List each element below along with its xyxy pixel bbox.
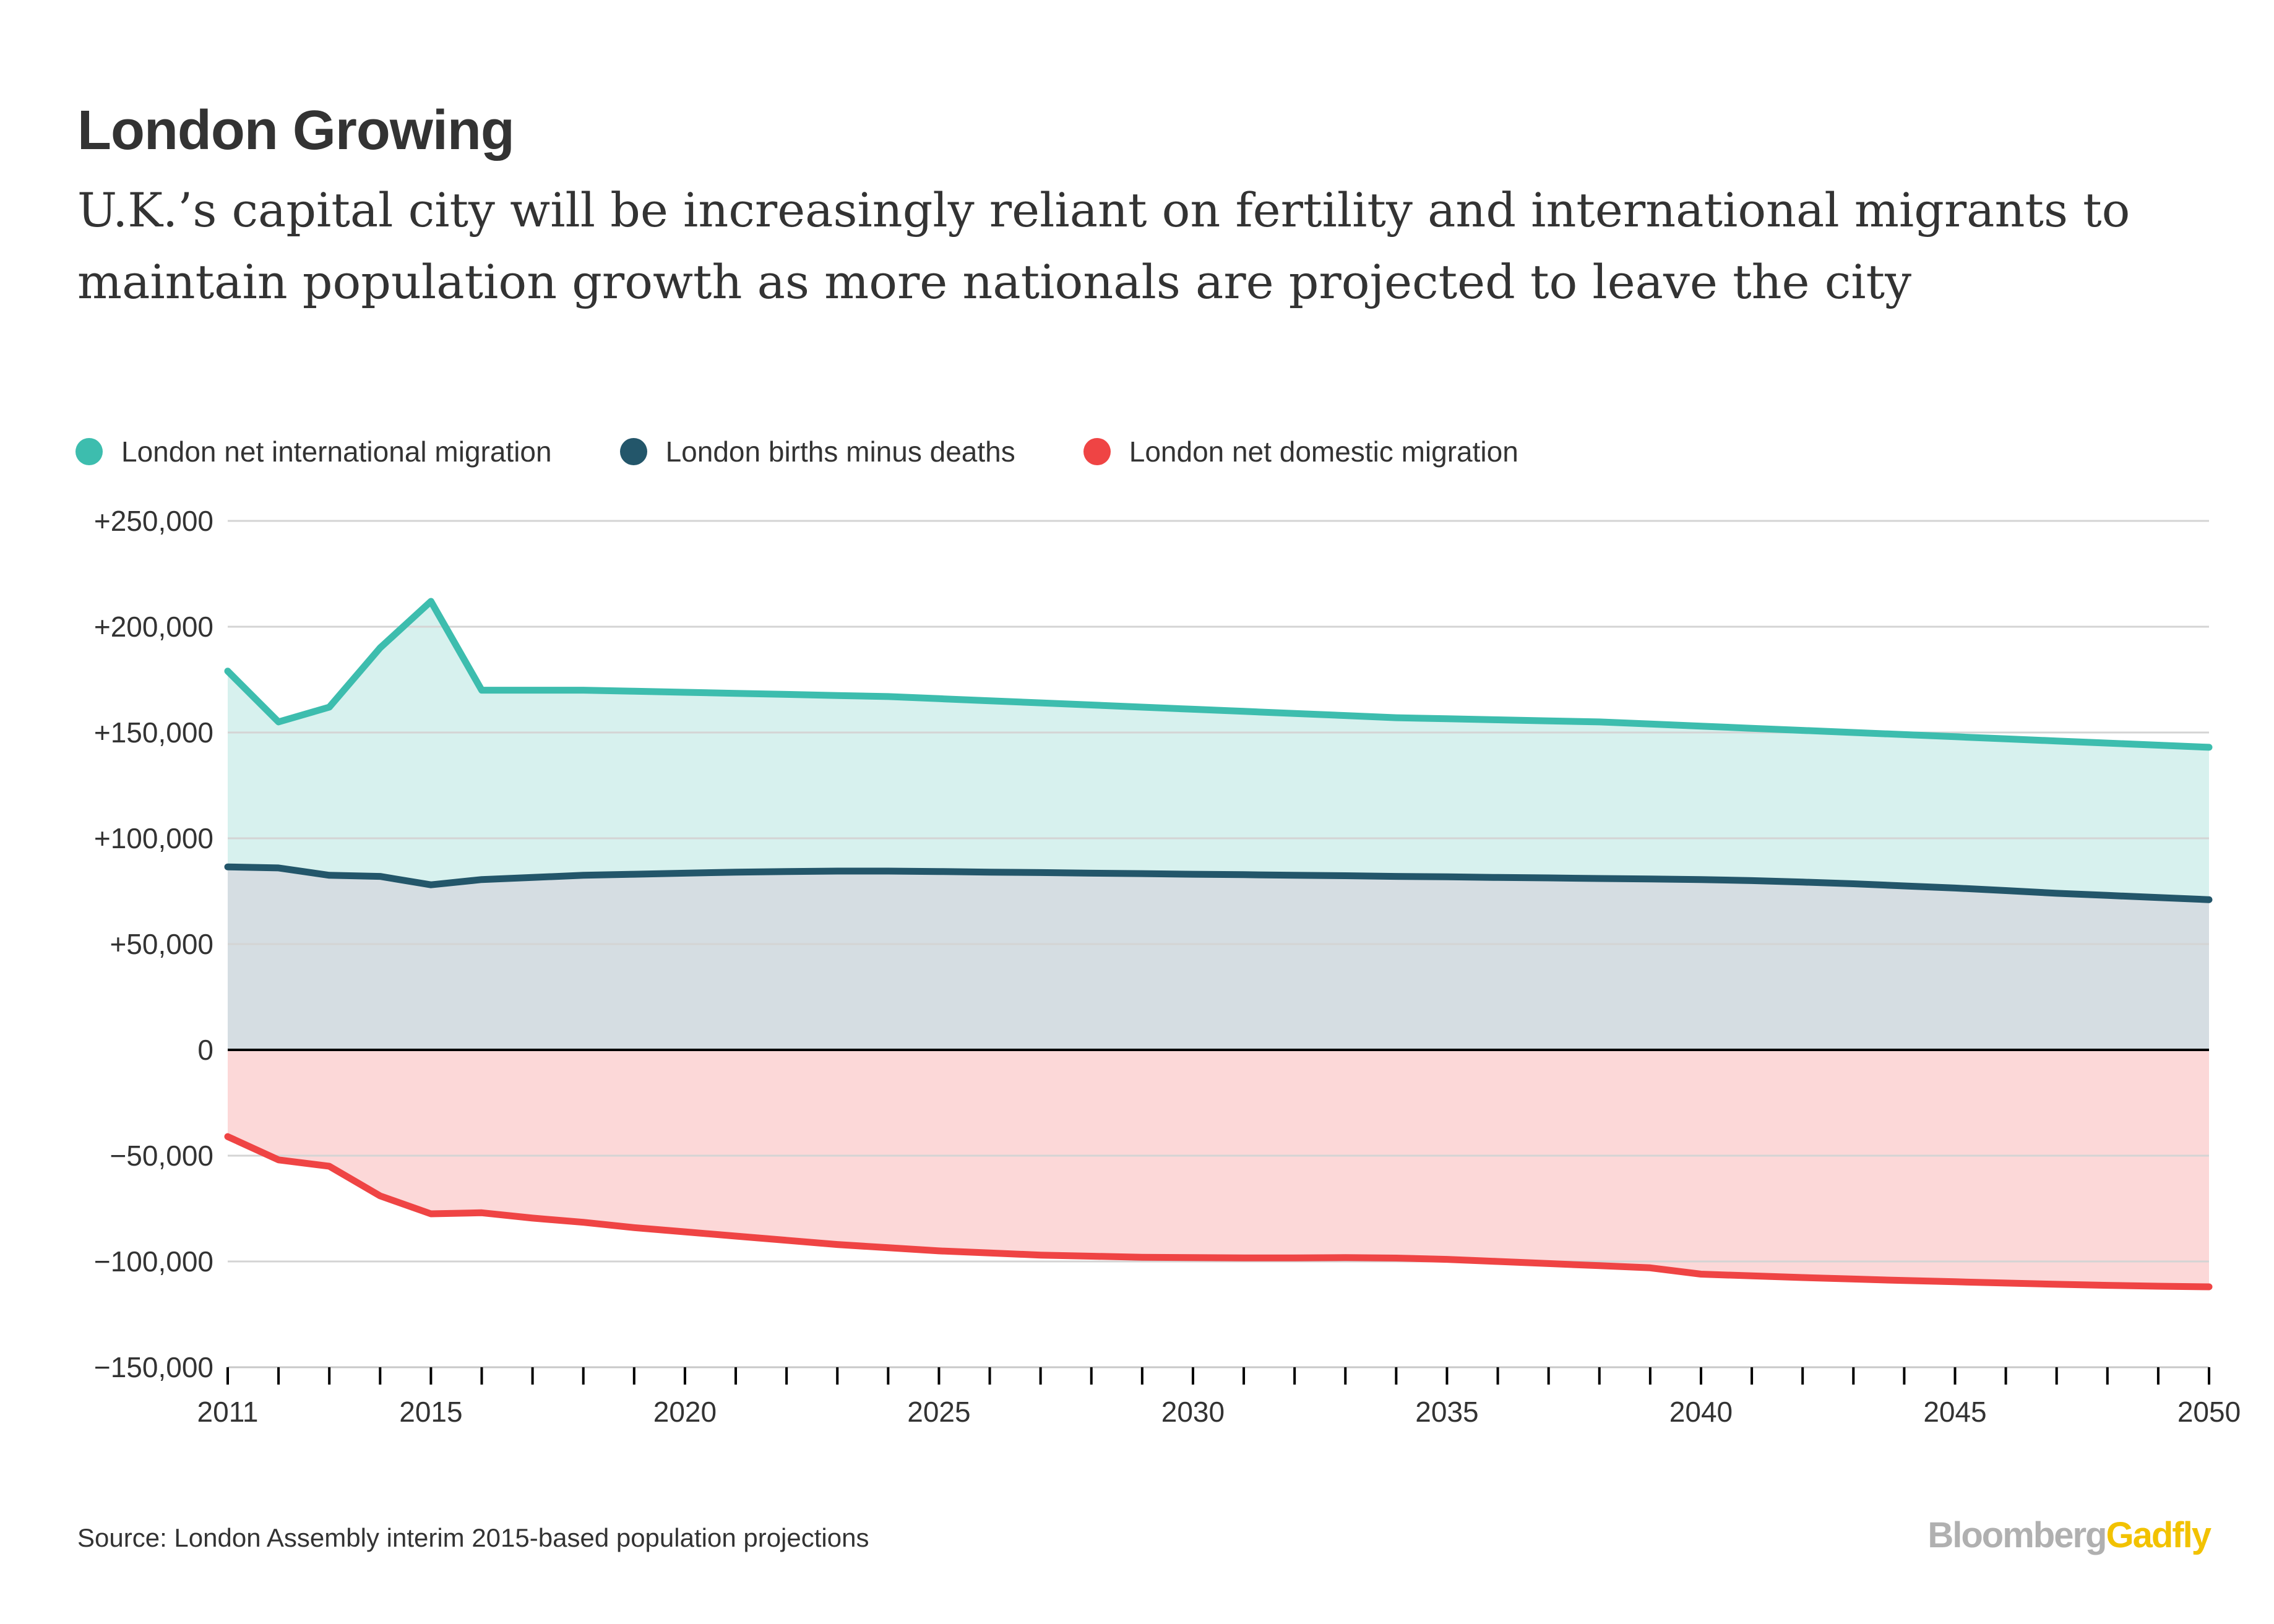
- area-births: [228, 867, 2209, 1050]
- x-tick-label: 2011: [197, 1396, 259, 1428]
- legend: London net international migration Londo…: [75, 433, 1587, 470]
- legend-dot-international: [75, 438, 103, 465]
- brand-logo: BloombergGadfly: [1927, 1514, 2212, 1556]
- y-tick-label: +250,000: [94, 505, 213, 537]
- x-tick-label: 2025: [907, 1396, 970, 1428]
- legend-label-births: London births minus deaths: [665, 436, 1015, 468]
- legend-dot-births: [619, 438, 647, 465]
- area-international: [228, 601, 2209, 900]
- y-tick-label: −100,000: [94, 1245, 213, 1278]
- legend-item-international: London net international migration: [75, 435, 552, 468]
- legend-dot-domestic: [1083, 438, 1111, 465]
- y-tick-label: +200,000: [94, 611, 213, 643]
- brand-primary: Bloomberg: [1927, 1515, 2107, 1555]
- x-tick-label: 2020: [653, 1396, 717, 1428]
- y-tick-label: +150,000: [94, 716, 213, 749]
- source-note: Source: London Assembly interim 2015-bas…: [77, 1523, 869, 1552]
- y-tick-label: +50,000: [110, 928, 213, 960]
- line-births: [224, 863, 2213, 903]
- y-tick-label: +100,000: [94, 822, 213, 854]
- legend-label-international: London net international migration: [121, 436, 552, 468]
- y-tick-label: −50,000: [110, 1140, 213, 1172]
- line-international: [224, 598, 2213, 751]
- brand-secondary: Gadfly: [2106, 1515, 2212, 1555]
- legend-label-domestic: London net domestic migration: [1129, 436, 1518, 468]
- x-tick-label: 2045: [1923, 1396, 1986, 1428]
- x-tick-label: 2015: [399, 1396, 462, 1428]
- legend-item-births: London births minus deaths: [619, 435, 1015, 468]
- legend-item-domestic: London net domestic migration: [1083, 435, 1518, 468]
- x-tick-label: 2030: [1161, 1396, 1225, 1428]
- x-tick-label: 2050: [2177, 1396, 2241, 1428]
- y-tick-label: −150,000: [94, 1351, 213, 1383]
- chart-title: London Growing: [77, 100, 515, 161]
- chart-subtitle: U.K.’s capital city will be increasingly…: [77, 183, 2130, 309]
- x-tick-label: 2040: [1669, 1396, 1733, 1428]
- line-domestic: [224, 1133, 2213, 1291]
- x-tick-label: 2035: [1415, 1396, 1478, 1428]
- y-tick-label: 0: [197, 1034, 213, 1066]
- area-domestic: [228, 1050, 2209, 1287]
